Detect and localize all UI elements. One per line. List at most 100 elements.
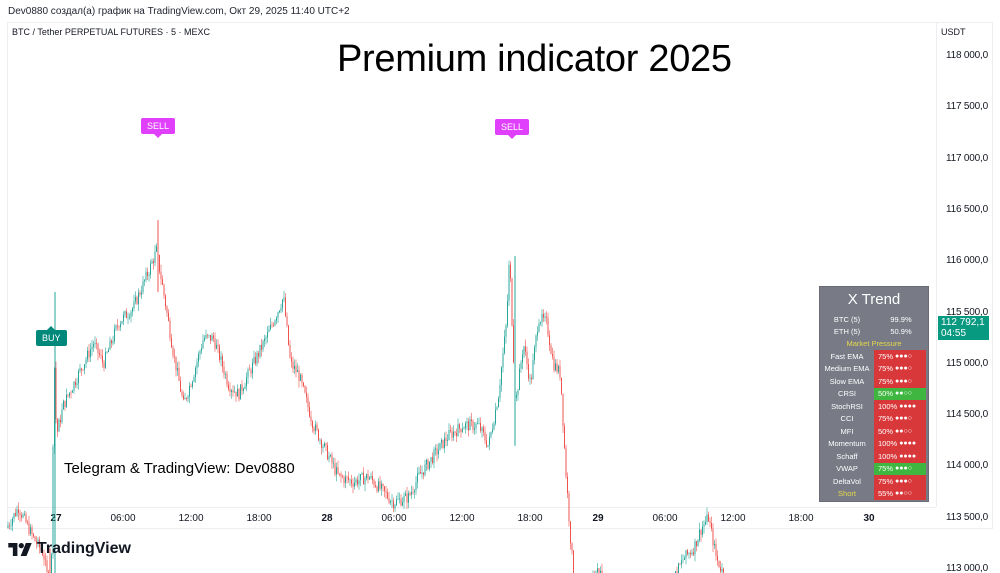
indicator-name: DeltaVol [833,476,861,486]
bar-countdown: 04:55 [941,328,967,339]
time-tick: 06:00 [110,513,136,524]
indicator-row: CCI 75% ●●●○ [820,412,928,425]
time-axis[interactable] [7,507,936,529]
indicator-score: 75% ●●●○ [874,350,926,363]
indicator-percent: 50% [878,426,894,436]
indicator-row: Short 55% ●●○○ [820,487,928,500]
price-tick: 118 000,0 [946,50,988,61]
price-tick: 113 000,0 [946,563,988,573]
xtrend-title: X Trend [847,291,901,308]
sell-signal-label: SELL [495,119,530,139]
btc-value: 99.9% [890,314,912,324]
indicator-score: 75% ●●●○ [874,462,926,475]
time-tick: 29 [592,513,604,524]
indicator-percent: 75% [878,364,894,374]
chart-credit: Dev0880 создал(а) график на TradingView.… [8,6,350,17]
indicator-row: VWAP 75% ●●●○ [820,462,928,475]
indicator-percent: 55% [878,489,894,499]
indicator-dots-icon: ●●●○ [895,477,912,485]
last-price-value: 112 792,1 [941,317,985,328]
time-tick: 06:00 [381,513,407,524]
indicator-name: Short [838,489,856,499]
price-tick: 113 500,0 [946,511,988,523]
indicator-dots-icon: ●●●● [899,452,917,460]
buy-signal-label: BUY [36,326,67,346]
indicator-percent: 100% [878,401,898,411]
indicator-name: StochRSI [831,401,863,411]
indicator-dots-icon: ●●●○ [895,365,912,373]
price-tick: 114 000,0 [946,460,988,472]
indicator-row: Fast EMA 75% ●●●○ [820,350,928,363]
time-tick: 12:00 [178,513,204,524]
time-tick: 18:00 [517,513,543,524]
xtrend-btc-row: BTC (5) 99.9% [820,313,928,326]
indicator-dots-icon: ●●●○ [895,415,912,423]
indicator-name: Slow EMA [829,376,865,386]
indicator-name: MFI [840,426,854,436]
indicator-score: 100% ●●●● [874,400,926,413]
indicator-row: MFI 50% ●●○○ [820,425,928,438]
indicator-row: Medium EMA 75% ●●●○ [820,362,928,375]
indicator-name: Momentum [828,439,866,449]
indicator-percent: 50% [878,389,894,399]
indicator-name: Schaff [836,451,858,461]
price-axis[interactable] [936,22,993,507]
price-tick: 115 000,0 [946,357,988,369]
indicator-dots-icon: ●●○○ [895,390,912,398]
overlay-title: Premium indicator 2025 [337,38,732,80]
tradingview-brand[interactable]: TradingView [8,540,131,558]
indicator-row: Slow EMA 75% ●●●○ [820,375,928,388]
indicator-dots-icon: ●●●○ [895,352,912,360]
indicator-score: 100% ●●●● [874,450,926,463]
btc-label: BTC (5) [833,314,861,324]
time-tick: 18:00 [246,513,272,524]
indicator-score: 75% ●●●○ [874,375,926,388]
time-tick: 27 [50,513,62,524]
indicator-name: CCI [840,414,854,424]
indicator-percent: 75% [878,476,894,486]
symbol-title[interactable]: BTC / Tether PERPETUAL FUTURES · 5 · MEX… [12,27,211,37]
indicator-list: Fast EMA 75% ●●●○ Medium EMA 75% ●●●○ Slow EMA… [820,350,928,500]
indicator-percent: 75% [878,376,894,386]
price-tick: 117 000,0 [946,152,988,164]
time-tick: 12:00 [720,513,746,524]
xtrend-panel: X Trend BTC (5) 99.9% ETH (5) 50.9% Mark… [819,286,929,502]
time-tick: 06:00 [652,513,678,524]
tradingview-logo-icon [8,542,32,556]
indicator-score: 50% ●●○○ [874,425,926,438]
indicator-row: Schaff 100% ●●●● [820,450,928,463]
indicator-score: 50% ●●○○ [874,387,926,400]
indicator-score: 75% ●●●○ [874,412,926,425]
indicator-name: VWAP [836,464,858,474]
time-tick: 30 [863,513,875,524]
sell-signal-label: SELL [141,118,176,138]
brand-name: TradingView [37,540,131,557]
indicator-dots-icon: ●●●● [899,440,917,448]
indicator-dots-icon: ●●●○ [895,465,912,473]
last-price-label: 112 792,1 04:55 [938,316,989,340]
indicator-percent: 75% [878,464,894,474]
indicator-row: CRSI 50% ●●○○ [820,387,928,400]
indicator-dots-icon: ●●●● [899,402,917,410]
indicator-score: 55% ●●○○ [874,487,926,500]
time-tick: 18:00 [788,513,814,524]
xtrend-eth-row: ETH (5) 50.9% [820,326,928,339]
indicator-name: Medium EMA [824,364,870,374]
indicator-row: Momentum 100% ●●●● [820,437,928,450]
eth-value: 50.9% [890,327,912,337]
indicator-percent: 100% [878,439,898,449]
watermark-text: Telegram & TradingView: Dev0880 [64,460,295,477]
indicator-dots-icon: ●●●○ [895,377,912,385]
price-tick: 116 500,0 [946,203,988,215]
indicator-name: CRSI [838,389,856,399]
indicator-row: DeltaVol 75% ●●●○ [820,475,928,488]
indicator-score: 75% ●●●○ [874,475,926,488]
eth-label: ETH (5) [833,327,861,337]
price-tick: 115 500,0 [946,306,988,318]
time-tick: 28 [321,513,333,524]
indicator-percent: 75% [878,351,894,361]
currency-label[interactable]: USDT [941,27,966,37]
price-tick: 114 500,0 [946,409,988,421]
indicator-percent: 75% [878,414,894,424]
